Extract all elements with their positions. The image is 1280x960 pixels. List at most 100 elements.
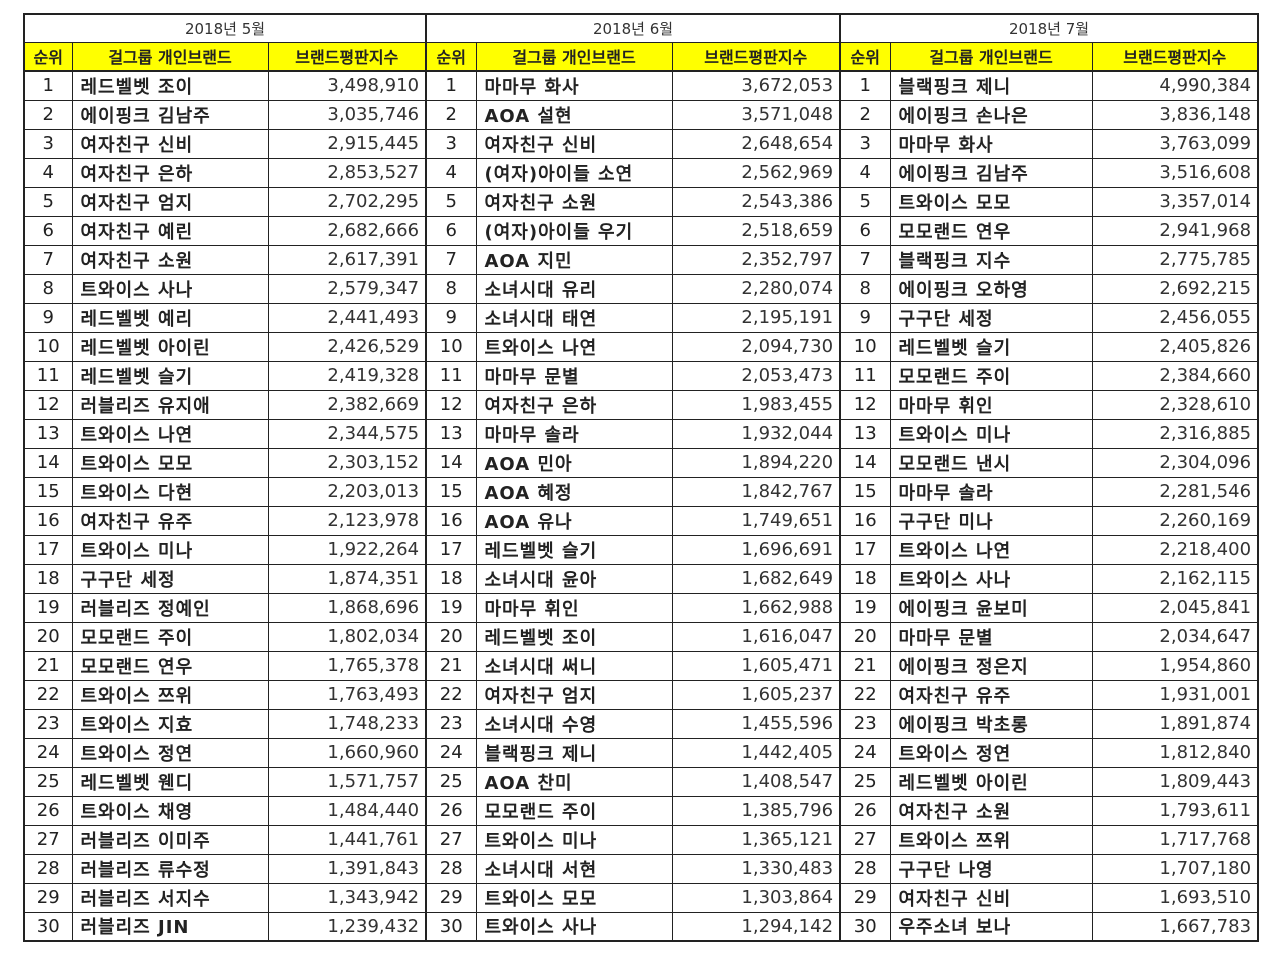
score-cell: 1,571,757 [267, 766, 427, 797]
member-cell: 여자친구 신비 [71, 128, 269, 159]
score-cell: 3,763,099 [1091, 128, 1259, 159]
rank-cell: 9 [425, 302, 477, 333]
rank-cell: 26 [839, 795, 891, 826]
member-cell: 레드벨벳 아이린 [889, 766, 1093, 797]
member-cell: 트와이스 사나 [889, 563, 1093, 594]
score-cell: 1,793,611 [1091, 795, 1259, 826]
table-row: 7 여자친구 소원 2,617,391 [23, 244, 427, 275]
score-cell: 2,352,797 [671, 244, 841, 275]
score-cell: 2,316,885 [1091, 418, 1259, 449]
score-cell: 1,365,121 [671, 824, 841, 855]
member-cell: 마마무 솔라 [475, 418, 673, 449]
rank-cell: 3 [23, 128, 73, 159]
table-row: 6 (여자)아이들 우기 2,518,659 [425, 215, 841, 246]
table-row: 15 AOA 혜정 1,842,767 [425, 476, 841, 507]
rank-cell: 28 [425, 853, 477, 884]
table-row: 13 트와이스 미나 2,316,885 [839, 418, 1259, 449]
rank-cell: 23 [425, 708, 477, 739]
ranking-sheet: 2018년 5월 순위 걸그룹 개인브랜드 브랜드평판지수 1 레드벨벳 조이 3,498,… [23, 13, 1260, 943]
member-cell: 여자친구 예린 [71, 215, 269, 246]
rank-cell: 13 [23, 418, 73, 449]
rank-cell: 12 [425, 389, 477, 420]
member-cell: 블랙핑크 지수 [889, 244, 1093, 275]
score-cell: 1,868,696 [267, 592, 427, 623]
rank-cell: 16 [425, 505, 477, 536]
member-header: 걸그룹 개인브랜드 [71, 41, 269, 72]
rank-cell: 6 [23, 215, 73, 246]
table-row: 13 트와이스 나연 2,344,575 [23, 418, 427, 449]
rank-cell: 4 [425, 157, 477, 188]
table-row: 4 (여자)아이들 소연 2,562,969 [425, 157, 841, 188]
table-row: 30 우주소녀 보나 1,667,783 [839, 911, 1259, 942]
member-cell: 러블리즈 서지수 [71, 882, 269, 913]
member-cell: 모모랜드 연우 [889, 215, 1093, 246]
score-cell: 1,441,761 [267, 824, 427, 855]
rank-cell: 11 [839, 360, 891, 391]
rank-cell: 11 [425, 360, 477, 391]
rank-cell: 26 [425, 795, 477, 826]
rank-cell: 18 [839, 563, 891, 594]
member-cell: 트와이스 모모 [889, 186, 1093, 217]
score-cell: 1,922,264 [267, 534, 427, 565]
table-row: 7 블랙핑크 지수 2,775,785 [839, 244, 1259, 275]
score-cell: 2,617,391 [267, 244, 427, 275]
member-cell: 여자친구 은하 [475, 389, 673, 420]
rank-cell: 13 [839, 418, 891, 449]
rank-cell: 16 [23, 505, 73, 536]
member-cell: 트와이스 사나 [475, 911, 673, 942]
table-row: 27 트와이스 미나 1,365,121 [425, 824, 841, 855]
score-cell: 1,455,596 [671, 708, 841, 739]
rank-cell: 3 [425, 128, 477, 159]
table-row: 11 마마무 문별 2,053,473 [425, 360, 841, 391]
rank-cell: 18 [23, 563, 73, 594]
table-row: 20 모모랜드 주이 1,802,034 [23, 621, 427, 652]
member-cell: 여자친구 은하 [71, 157, 269, 188]
score-cell: 1,660,960 [267, 737, 427, 768]
table-row: 5 여자친구 소원 2,543,386 [425, 186, 841, 217]
table-row: 11 모모랜드 주이 2,384,660 [839, 360, 1259, 391]
rank-header: 순위 [839, 41, 891, 72]
rank-cell: 29 [425, 882, 477, 913]
member-cell: 모모랜드 주이 [475, 795, 673, 826]
member-cell: 마마무 휘인 [889, 389, 1093, 420]
score-header: 브랜드평판지수 [671, 41, 841, 72]
table-row: 17 트와이스 나연 2,218,400 [839, 534, 1259, 565]
table-row: 23 트와이스 지효 1,748,233 [23, 708, 427, 739]
rank-cell: 8 [23, 273, 73, 304]
score-cell: 2,405,826 [1091, 331, 1259, 362]
rank-cell: 2 [23, 99, 73, 130]
table-row: 26 여자친구 소원 1,793,611 [839, 795, 1259, 826]
member-cell: 여자친구 유주 [889, 679, 1093, 710]
score-cell: 2,682,666 [267, 215, 427, 246]
score-cell: 2,648,654 [671, 128, 841, 159]
score-cell: 1,749,651 [671, 505, 841, 536]
rank-cell: 30 [23, 911, 73, 942]
table-row: 10 레드벨벳 슬기 2,405,826 [839, 331, 1259, 362]
member-cell: 소녀시대 태연 [475, 302, 673, 333]
rank-cell: 9 [839, 302, 891, 333]
rank-cell: 6 [839, 215, 891, 246]
member-cell: 트와이스 사나 [71, 273, 269, 304]
member-cell: 여자친구 엄지 [475, 679, 673, 710]
table-row: 25 레드벨벳 웬디 1,571,757 [23, 766, 427, 797]
month-title: 2018년 6월 [425, 13, 841, 43]
rank-cell: 14 [23, 447, 73, 478]
member-cell: (여자)아이들 우기 [475, 215, 673, 246]
table-row: 12 여자친구 은하 1,983,455 [425, 389, 841, 420]
month-table-july: 2018년 7월 순위 걸그룹 개인브랜드 브랜드평판지수 1 블랙핑크 제니 4,990,… [839, 13, 1260, 942]
member-cell: 여자친구 유주 [71, 505, 269, 536]
score-cell: 4,990,384 [1091, 70, 1259, 101]
table-row: 16 AOA 유나 1,749,651 [425, 505, 841, 536]
member-cell: 레드벨벳 아이린 [71, 331, 269, 362]
table-row: 19 러블리즈 정예인 1,868,696 [23, 592, 427, 623]
member-cell: 여자친구 소원 [475, 186, 673, 217]
score-cell: 3,836,148 [1091, 99, 1259, 130]
score-cell: 1,707,180 [1091, 853, 1259, 884]
member-cell: 마마무 문별 [475, 360, 673, 391]
member-cell: 트와이스 모모 [475, 882, 673, 913]
member-cell: 레드벨벳 웬디 [71, 766, 269, 797]
column-header-row: 순위 걸그룹 개인브랜드 브랜드평판지수 [839, 41, 1259, 72]
rank-cell: 22 [23, 679, 73, 710]
member-cell: 모모랜드 낸시 [889, 447, 1093, 478]
score-cell: 2,195,191 [671, 302, 841, 333]
